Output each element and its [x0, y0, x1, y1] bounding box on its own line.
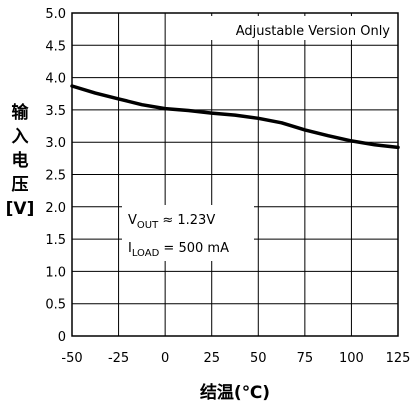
x-tick-label: -25: [108, 351, 129, 366]
y-axis-label-char: 入: [12, 127, 29, 147]
y-tick-label: 2.0: [45, 201, 66, 216]
series-lines: [70, 84, 400, 150]
y-tick-label: 5.0: [45, 7, 66, 22]
y-tick-label: 4.5: [45, 39, 66, 54]
x-tick-labels: -50 -25 0 25 50 75 100 125: [61, 351, 410, 366]
condition-iload: ILOAD = 500 mA: [128, 241, 229, 259]
series-line: [70, 84, 400, 150]
condition-box: [122, 205, 254, 261]
x-tick-label: 25: [203, 351, 220, 366]
x-tick-label: 0: [161, 351, 169, 366]
y-axis-label-char: 压: [12, 175, 29, 195]
grid-lines: [71, 12, 399, 337]
y-axis-label-char: 电: [12, 150, 29, 171]
y-tick-label: 4.0: [45, 72, 66, 87]
condition-vout: VOUT ≈ 1.23V: [128, 213, 215, 231]
x-tick-label: 75: [297, 351, 314, 366]
y-axis-label-char: [V]: [6, 199, 35, 219]
version-note-box: [182, 16, 396, 40]
y-tick-label: 0.5: [45, 298, 66, 313]
y-tick-label: 1.5: [45, 233, 66, 248]
version-note: Adjustable Version Only: [236, 24, 391, 39]
y-tick-label: 2.5: [45, 169, 66, 184]
x-tick-label: 50: [250, 351, 267, 366]
x-tick-label: -50: [61, 351, 82, 366]
y-tick-label: 3.5: [45, 104, 66, 119]
x-axis-label: 结温(℃): [200, 382, 270, 403]
y-tick-label: 1.0: [45, 265, 66, 280]
x-tick-label: 100: [339, 351, 364, 366]
y-axis-label-char: 输: [12, 102, 30, 123]
x-tick-label: 125: [386, 351, 411, 366]
y-tick-label: 0: [58, 330, 66, 345]
plot-frame: [71, 12, 399, 337]
y-tick-labels: 0 0.5 1.0 1.5 2.0 2.5 3.0 3.5 4.0 4.5 5.0: [45, 7, 66, 345]
y-tick-label: 3.0: [45, 136, 66, 151]
